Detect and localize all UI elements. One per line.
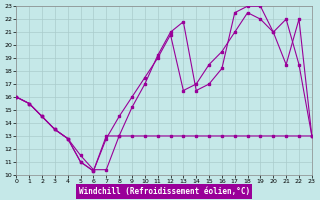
X-axis label: Windchill (Refroidissement éolien,°C): Windchill (Refroidissement éolien,°C) (78, 187, 250, 196)
